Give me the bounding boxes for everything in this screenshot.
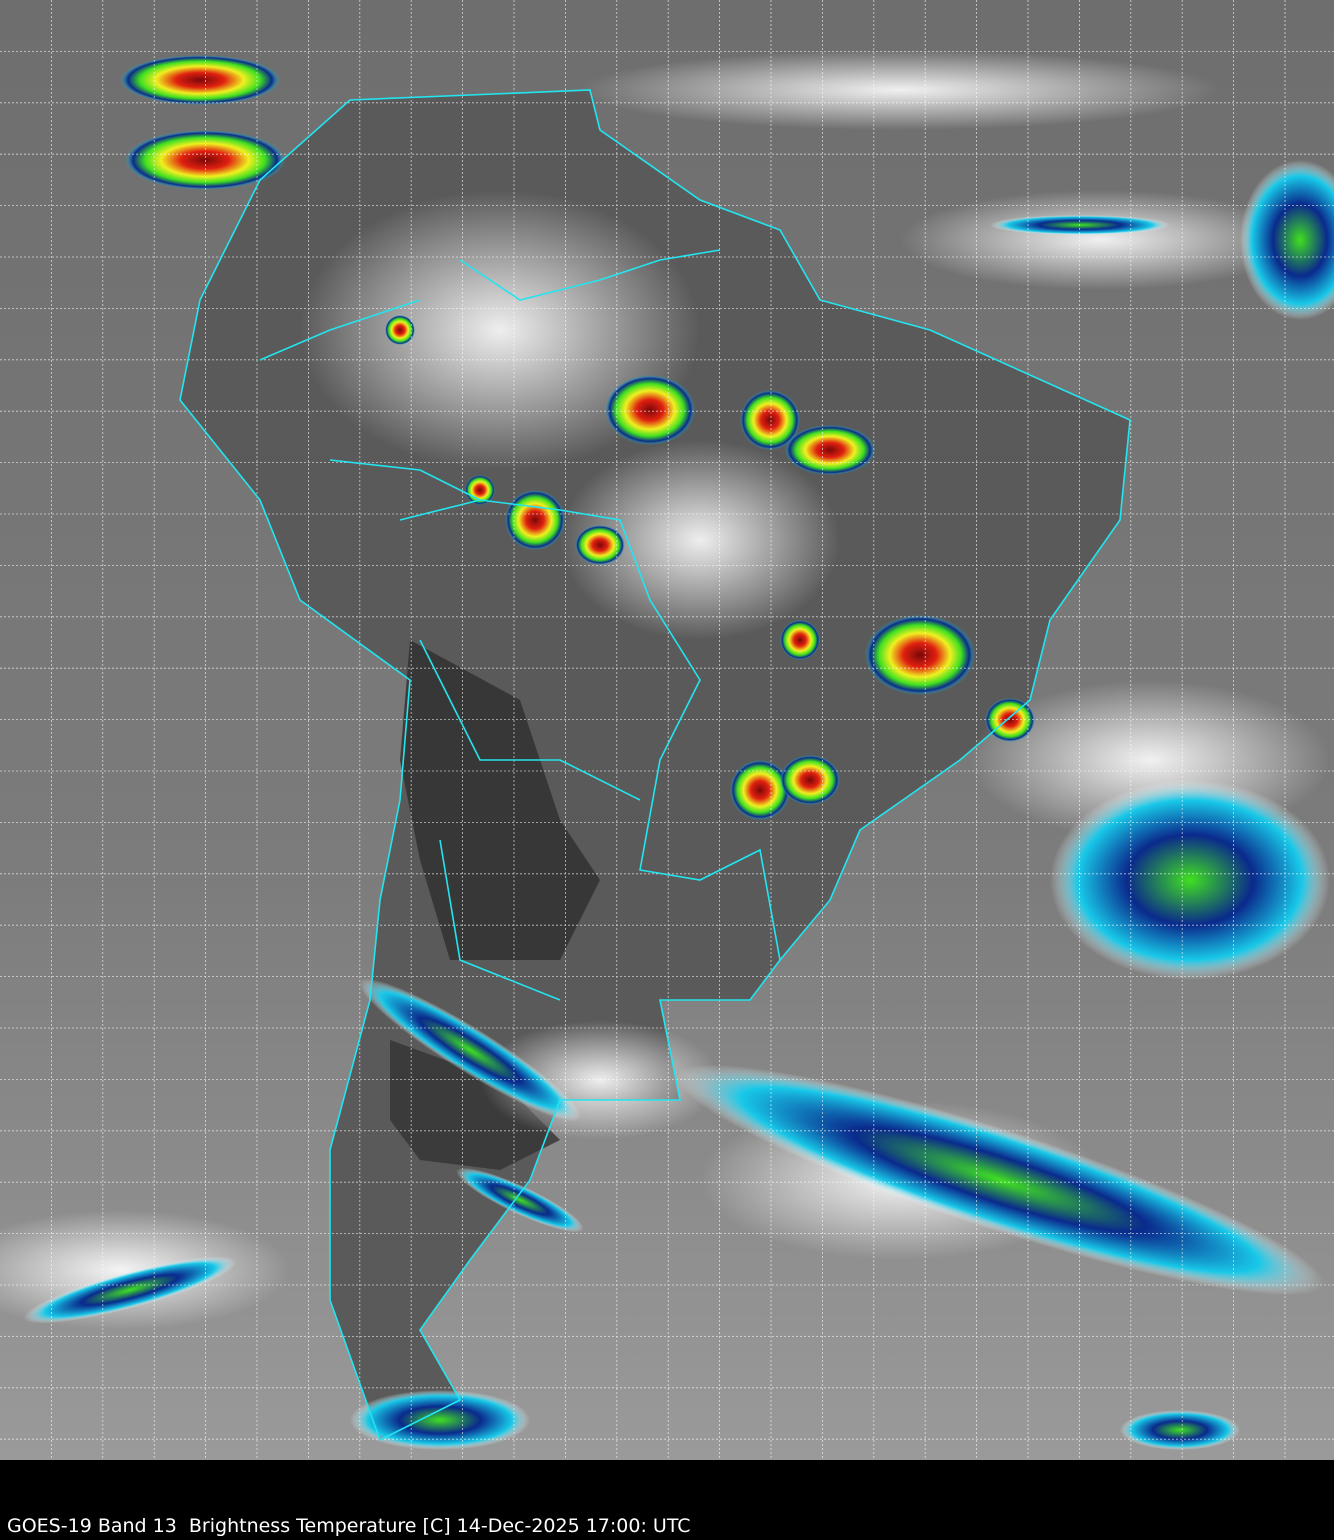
country-borders [179, 89, 1131, 1442]
border-brazil [399, 249, 781, 961]
image-caption: GOES-19 Band 13 Brightness Temperature [… [7, 1515, 691, 1537]
satellite-map [0, 0, 1334, 1460]
continent-coastline [179, 89, 1131, 1442]
andes-dark-region [400, 640, 600, 960]
cloud-cover [0, 50, 1330, 1330]
convective-storms [120, 55, 1035, 820]
cold-cloud-bands [23, 160, 1334, 1450]
lat-lon-grid [0, 0, 1334, 1460]
border-andean [259, 299, 641, 1001]
patagonia-dark-region [390, 1040, 560, 1170]
